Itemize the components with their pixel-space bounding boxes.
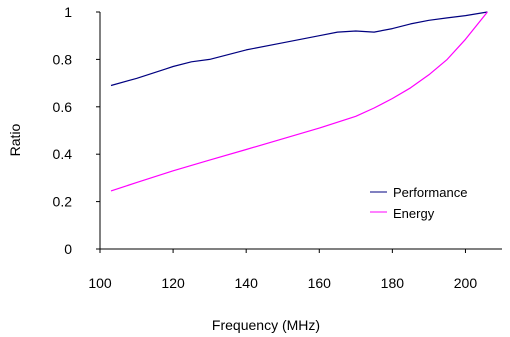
- y-tick-label: 0.2: [53, 194, 73, 210]
- y-tick-label: 0.6: [53, 99, 73, 115]
- legend-label-performance: Performance: [393, 185, 467, 200]
- y-tick-label: 0.8: [53, 51, 73, 67]
- legend-label-energy: Energy: [393, 206, 435, 221]
- y-tick-label: 0: [64, 241, 72, 257]
- x-tick-label: 180: [381, 275, 405, 291]
- series-layer: [110, 11, 488, 192]
- series-line-energy: [110, 11, 488, 192]
- y-ticks: 0 0.2 0.4 0.6 0.8 1: [53, 4, 100, 257]
- y-tick-label: 0.4: [53, 146, 73, 162]
- x-tick-label: 120: [161, 275, 185, 291]
- y-tick-label: 1: [64, 4, 72, 20]
- x-tick-label: 100: [88, 275, 112, 291]
- legend: Performance Energy: [370, 185, 467, 221]
- series-line-performance: [110, 11, 488, 87]
- x-tick-label: 160: [308, 275, 332, 291]
- axes: [99, 12, 502, 250]
- x-ticks: 100 120 140 160 180 200: [88, 249, 477, 291]
- x-tick-label: 200: [454, 275, 478, 291]
- y-axis-title: Ratio: [7, 123, 23, 156]
- x-tick-label: 140: [235, 275, 259, 291]
- x-axis-title: Frequency (MHz): [212, 317, 320, 333]
